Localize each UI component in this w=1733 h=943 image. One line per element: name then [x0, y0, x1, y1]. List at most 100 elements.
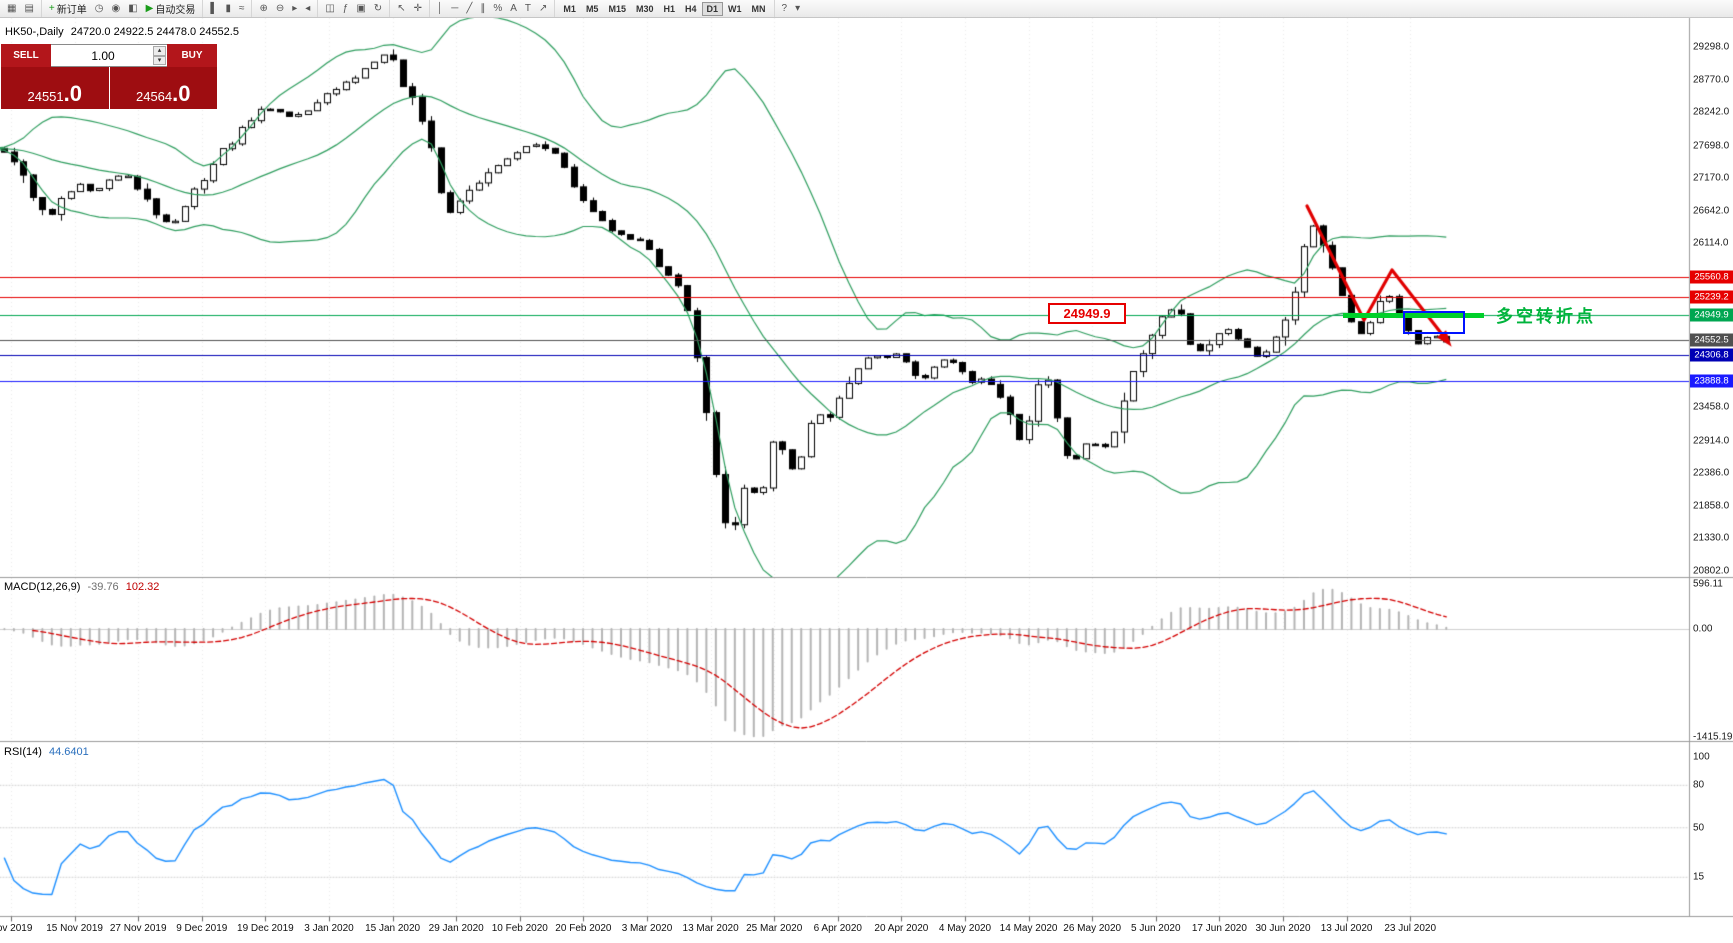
candlestick-chart-icon[interactable]: ▮ — [221, 1, 235, 16]
chart-symbol-period: HK50-,Daily — [5, 26, 64, 38]
new-order-button[interactable]: + 新订单 — [45, 1, 91, 16]
new-order-icon: + — [48, 2, 55, 14]
buy-price-quote[interactable]: 24564 .0 — [109, 67, 217, 109]
metaeditor-icon: ◧ — [128, 2, 138, 14]
pane-separator-rsi[interactable] — [0, 740, 1733, 744]
support-highlight-line[interactable] — [1343, 313, 1484, 318]
toolbar-right-group: ? ▾ — [773, 0, 805, 17]
sell-price-main: 24551 — [27, 89, 64, 104]
bar-chart-icon[interactable]: ▌ — [206, 1, 221, 16]
fibonacci-icon[interactable]: % — [489, 1, 506, 16]
cycles-icon[interactable]: ↻ — [370, 1, 386, 16]
timeframe-m1-button[interactable]: M1 — [558, 2, 581, 16]
help-icon: ? — [781, 2, 788, 14]
panel-toggle-icon: ▾ — [795, 2, 801, 14]
indicators-icon[interactable]: ƒ — [339, 1, 353, 16]
toolbar-group: ⊕ ⊖ ▸ ◂ — [251, 0, 314, 17]
alerts-icon[interactable]: ◉ — [107, 1, 124, 16]
chart-shift-icon: ◂ — [305, 2, 311, 14]
profiles-icon: ▤ — [24, 2, 34, 14]
tile-windows-icon: ◫ — [325, 2, 335, 14]
pane-separator-macd[interactable] — [0, 576, 1733, 580]
volume-box: ▴ ▾ — [51, 44, 167, 67]
buy-price-main: 24564 — [135, 89, 173, 104]
cycles-icon: ↻ — [373, 2, 383, 14]
chart-title: HK50-,Daily 24720.0 24922.5 24478.0 2455… — [5, 26, 243, 38]
timeframe-m30-button[interactable]: M30 — [631, 2, 659, 16]
autotrading-button[interactable]: ▶ 自动交易 — [142, 1, 200, 16]
cursor-icon[interactable]: ↖ — [393, 1, 409, 16]
cursor-icon: ↖ — [397, 2, 406, 14]
fibonacci-icon: % — [493, 2, 503, 14]
timeframe-h1-button[interactable]: H1 — [658, 2, 680, 16]
toolbar-group: │ ─ ╱ ∥% A T ↗ — [428, 0, 551, 17]
help-icon[interactable]: ? — [778, 1, 792, 16]
candlestick-chart-icon: ▮ — [225, 2, 231, 14]
trendline-icon: ╱ — [466, 2, 473, 14]
indicators-icon: ƒ — [342, 2, 349, 14]
one-click-trading-panel: SELL ▴ ▾ BUY 24551 .0 24564 .0 — [1, 44, 217, 109]
turning-point-label[interactable]: 多空转折点 — [1496, 307, 1596, 326]
trendline-icon[interactable]: ╱ — [462, 1, 476, 16]
vertical-line-icon[interactable]: │ — [433, 1, 447, 16]
timeframe-w1-button[interactable]: W1 — [723, 2, 747, 16]
auto-scroll-icon[interactable]: ▸ — [288, 1, 301, 16]
bar-chart-icon: ▌ — [210, 2, 218, 14]
text-icon[interactable]: A — [506, 1, 521, 16]
macd-main-value: -39.76 — [87, 581, 119, 593]
tile-windows-icon[interactable]: ◫ — [321, 1, 338, 16]
crosshair-icon[interactable]: ✛ — [410, 1, 426, 16]
panel-toggle-icon[interactable]: ▾ — [791, 1, 804, 16]
zoom-in-icon[interactable]: ⊕ — [255, 1, 271, 16]
new-chart-icon[interactable]: ▦ — [3, 1, 20, 16]
buy-button[interactable]: BUY — [167, 44, 217, 67]
history-center-icon[interactable]: ◷ — [91, 1, 108, 16]
alerts-icon: ◉ — [111, 2, 121, 14]
label-icon: T — [524, 2, 532, 14]
horizontal-line-icon[interactable]: ─ — [447, 1, 462, 16]
volume-decrease-button[interactable]: ▾ — [153, 55, 166, 65]
label-icon[interactable]: T — [521, 1, 535, 16]
autotrading-icon: ▶ — [145, 2, 154, 14]
templates-icon[interactable]: ▣ — [352, 1, 369, 16]
line-chart-icon: ≈ — [238, 2, 245, 14]
price-callout[interactable]: 24949.9 — [1048, 303, 1126, 324]
volume-increase-button[interactable]: ▴ — [153, 46, 166, 56]
rsi-label: RSI(14) 44.6401 — [4, 746, 93, 758]
history-center-icon: ◷ — [94, 2, 104, 14]
zoom-out-icon: ⊖ — [275, 2, 285, 14]
chart-ohlc: 24720.0 24922.5 24478.0 24552.5 — [70, 26, 239, 38]
timeframe-m5-button[interactable]: M5 — [581, 2, 604, 16]
arrows-list-icon[interactable]: ↗ — [535, 1, 551, 16]
new-chart-icon: ▦ — [7, 2, 17, 14]
toolbar-group: ▌ ▮ ≈ — [202, 0, 248, 17]
chart-shift-icon[interactable]: ◂ — [301, 1, 314, 16]
zoom-in-icon: ⊕ — [259, 2, 268, 14]
timeframe-mn-button[interactable]: MN — [747, 2, 771, 16]
macd-name: MACD(12,26,9) — [4, 581, 81, 593]
timeframe-m15-button[interactable]: M15 — [603, 2, 631, 16]
timeframe-h4-button[interactable]: H4 — [680, 2, 702, 16]
channel-icon[interactable]: ∥ — [476, 1, 489, 16]
toolbar-group: ↖ ✛ — [389, 0, 426, 17]
consolidation-rectangle[interactable] — [1403, 311, 1465, 334]
macd-signal-value: 102.32 — [125, 581, 160, 593]
templates-icon: ▣ — [356, 2, 366, 14]
sell-price-quote[interactable]: 24551 .0 — [1, 67, 109, 109]
macd-label: MACD(12,26,9) -39.76 102.32 — [4, 581, 163, 593]
vertical-line-icon: │ — [436, 2, 444, 14]
sell-button[interactable]: SELL — [1, 44, 51, 67]
zoom-out-icon[interactable]: ⊖ — [272, 1, 288, 16]
line-chart-icon[interactable]: ≈ — [235, 1, 249, 16]
channel-icon: ∥ — [480, 2, 486, 14]
profiles-icon[interactable]: ▤ — [20, 1, 37, 16]
arrows-list-icon: ↗ — [539, 2, 548, 14]
volume-input[interactable] — [51, 45, 167, 66]
metaeditor-icon[interactable]: ◧ — [124, 1, 141, 16]
toolbar-group: + 新订单 ◷ ◉ ◧ ▶ 自动交易 — [40, 0, 200, 17]
buy-price-frac: .0 — [172, 81, 191, 106]
timeframe-d1-button[interactable]: D1 — [701, 1, 724, 16]
timeframe-toolbar: M1 M5 M15 M30 H1 H4 D1 W1 MN — [554, 0, 770, 17]
